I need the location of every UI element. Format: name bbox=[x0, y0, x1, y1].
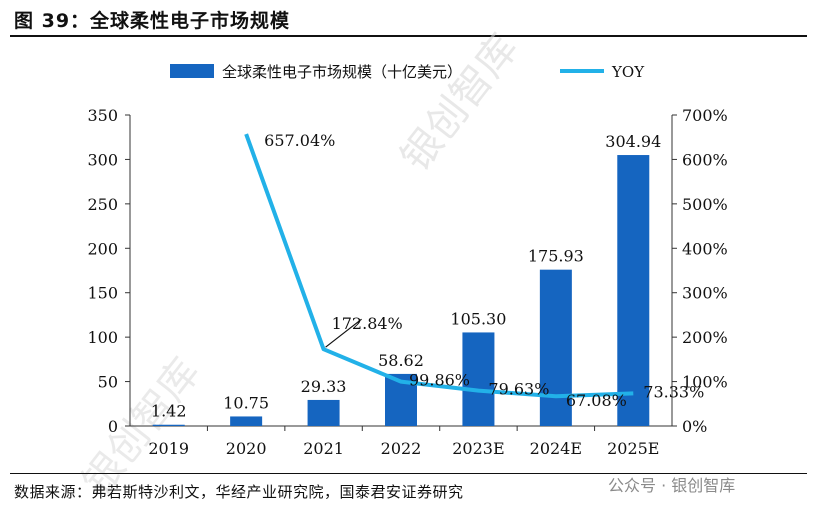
yoy-value-label: 99.86% bbox=[409, 371, 470, 390]
bar bbox=[539, 269, 572, 426]
x-tick-label: 2021 bbox=[303, 439, 344, 458]
y-tick-label: 100 bbox=[87, 328, 118, 347]
bar-value-label: 175.93 bbox=[528, 247, 584, 266]
bar bbox=[617, 155, 650, 426]
y-tick-label: 300 bbox=[87, 150, 118, 169]
bar-value-label: 1.42 bbox=[151, 402, 187, 421]
legend-line-label: YOY bbox=[611, 63, 645, 81]
y2-tick-label: 100% bbox=[682, 373, 728, 392]
x-tick-label: 2022 bbox=[381, 439, 422, 458]
yoy-value-label: 79.63% bbox=[488, 380, 549, 399]
source-note: 数据来源：弗若斯特沙利文，华经产业研究院，国泰君安证券研究 bbox=[14, 483, 464, 501]
yoy-line bbox=[244, 133, 634, 399]
bg-watermark-text: 银创智库 bbox=[392, 26, 527, 180]
y2-tick-label: 400% bbox=[682, 239, 728, 258]
y-tick-label: 250 bbox=[87, 195, 118, 214]
legend-bar-label: 全球柔性电子市场规模（十亿美元） bbox=[222, 63, 462, 81]
title-rule bbox=[10, 35, 807, 37]
legend-bar-swatch bbox=[170, 64, 214, 78]
bar-value-label: 29.33 bbox=[301, 377, 347, 396]
y2-tick-label: 0% bbox=[682, 417, 707, 436]
y2-tick-label: 700% bbox=[682, 106, 728, 125]
x-tick-label: 2025E bbox=[607, 439, 659, 458]
yoy-leader-line bbox=[325, 318, 362, 348]
bar bbox=[462, 332, 495, 426]
y2-tick-label: 300% bbox=[682, 284, 728, 303]
y-tick-label: 0 bbox=[108, 417, 118, 436]
y-tick-label: 150 bbox=[87, 284, 118, 303]
bar-value-label: 105.30 bbox=[450, 309, 506, 328]
x-tick-label: 2020 bbox=[226, 439, 267, 458]
yoy-value-label: 73.33% bbox=[643, 382, 704, 401]
figure-title: 图 39：全球柔性电子市场规模 bbox=[14, 10, 291, 32]
yoy-value-label: 67.08% bbox=[566, 391, 627, 410]
bar-value-label: 304.94 bbox=[605, 132, 661, 151]
yoy-value-label: 657.04% bbox=[264, 131, 335, 150]
y-tick-label: 350 bbox=[87, 106, 118, 125]
bar-value-label: 58.62 bbox=[378, 351, 424, 370]
y-tick-label: 50 bbox=[98, 373, 118, 392]
bar bbox=[230, 416, 263, 426]
y2-tick-label: 600% bbox=[682, 150, 728, 169]
wechat-watermark: 公众号 · 银创智库 bbox=[608, 476, 736, 495]
y2-tick-label: 200% bbox=[682, 328, 728, 347]
bar bbox=[152, 424, 185, 426]
bar-value-label: 10.75 bbox=[223, 393, 269, 412]
x-tick-label: 2019 bbox=[148, 439, 189, 458]
x-tick-label: 2023E bbox=[452, 439, 504, 458]
yoy-value-label: 172.84% bbox=[332, 314, 403, 333]
source-rule bbox=[10, 473, 807, 474]
x-tick-label: 2024E bbox=[530, 439, 582, 458]
bar bbox=[307, 399, 340, 426]
y2-tick-label: 500% bbox=[682, 195, 728, 214]
y-tick-label: 200 bbox=[87, 239, 118, 258]
